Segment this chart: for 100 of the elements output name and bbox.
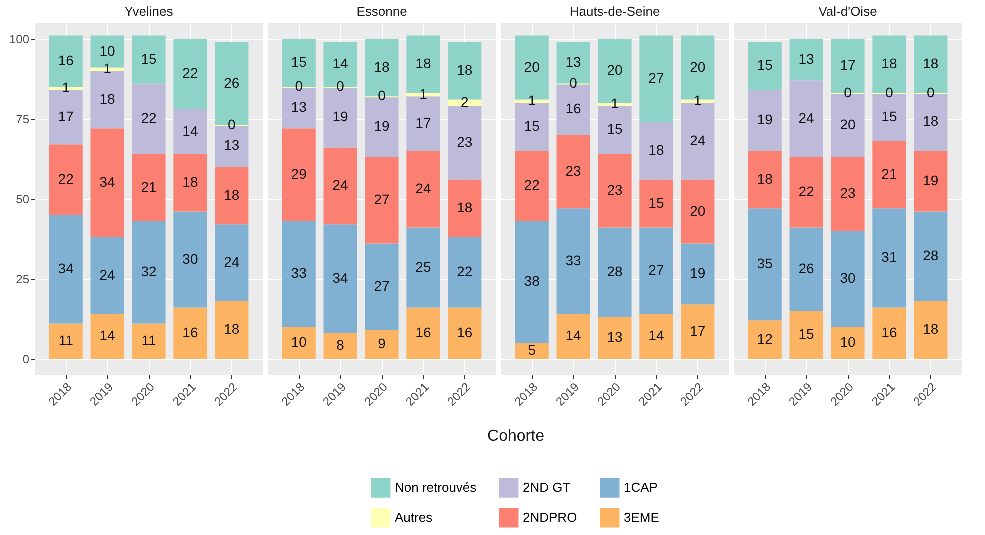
data-label: 27 (374, 278, 390, 294)
data-label: 30 (840, 270, 856, 286)
y-tick-label: 25 (16, 272, 30, 286)
data-label: 22 (58, 170, 74, 187)
data-label: 15 (648, 194, 664, 211)
data-label: 26 (798, 260, 815, 276)
data-label: 33 (291, 265, 308, 282)
data-label: 10 (840, 334, 856, 350)
data-label: 18 (182, 174, 198, 190)
data-label: 16 (58, 52, 74, 68)
data-label: 0 (927, 84, 936, 100)
data-label: 24 (416, 180, 432, 196)
chart-title: Val-d'Oise (818, 4, 878, 19)
data-label: 24 (332, 177, 349, 194)
data-label: 20 (607, 62, 623, 78)
data-label: 18 (923, 321, 939, 338)
data-label: 24 (224, 254, 240, 270)
data-label: 5 (528, 342, 536, 358)
data-label: 18 (648, 142, 664, 158)
data-label: 14 (182, 122, 198, 139)
data-label: 18 (224, 321, 240, 338)
data-label: 18 (374, 58, 390, 75)
data-label: 21 (882, 166, 898, 182)
data-label: 21 (141, 178, 157, 195)
data-label: 12 (757, 330, 774, 347)
data-label: 17 (416, 114, 432, 131)
y-tick-label: 0 (22, 352, 30, 366)
data-label: 15 (141, 50, 157, 67)
data-label: 14 (332, 56, 349, 72)
y-tick-label: 100 (9, 32, 30, 46)
data-label: 23 (607, 182, 623, 198)
data-label: 11 (142, 332, 156, 348)
data-label: 23 (840, 185, 856, 202)
data-label: 18 (757, 170, 774, 187)
legend-label: Non retrouvés (395, 480, 478, 496)
data-label: 27 (648, 262, 664, 278)
data-label: 23 (566, 162, 582, 179)
data-label: 10 (291, 334, 308, 350)
data-label: 20 (690, 58, 706, 75)
data-label: 13 (566, 54, 582, 70)
data-label: 16 (416, 324, 432, 340)
legend-label: 2ND GT (523, 480, 571, 496)
data-label: 20 (690, 202, 706, 219)
data-label: 18 (416, 56, 432, 72)
data-label: 19 (374, 118, 390, 134)
chart-title: Hauts-de-Seine (570, 4, 660, 19)
y-tick-label: 75 (16, 112, 30, 126)
data-label: 38 (524, 273, 540, 290)
data-label: 17 (840, 57, 856, 74)
data-label: 23 (457, 134, 473, 150)
data-label: 14 (648, 328, 664, 344)
data-label: 15 (798, 326, 815, 342)
data-label: 18 (882, 56, 898, 72)
data-label: 18 (224, 186, 240, 203)
data-label: 16 (882, 324, 898, 340)
data-label: 34 (58, 260, 74, 276)
data-label: 27 (648, 70, 664, 86)
data-label: 20 (524, 58, 540, 75)
data-label: 24 (690, 132, 706, 148)
data-label: 13 (607, 329, 623, 346)
data-label: 2 (461, 94, 470, 110)
chart-title: Essonne (356, 4, 408, 19)
data-label: 33 (566, 252, 582, 268)
data-label: 35 (757, 256, 774, 272)
data-label: 16 (566, 100, 582, 116)
data-label: 27 (374, 192, 390, 208)
data-label: 9 (378, 336, 386, 352)
data-label: 15 (757, 57, 774, 74)
data-label: 22 (141, 110, 157, 126)
data-label: 18 (923, 56, 939, 72)
data-label: 1 (62, 80, 70, 96)
data-label: 26 (224, 74, 240, 91)
legend-label: 3EME (624, 510, 660, 525)
data-label: 0 (228, 116, 236, 132)
data-label: 10 (100, 42, 116, 59)
data-label: 15 (524, 118, 540, 134)
legend-label: 1CAP (624, 480, 658, 496)
chart-title: Yvelines (124, 4, 174, 19)
data-label: 34 (100, 174, 116, 190)
y-tick-label: 50 (16, 192, 30, 206)
data-label: 17 (690, 322, 706, 339)
data-label: 15 (607, 121, 623, 138)
data-label: 34 (332, 270, 349, 286)
data-label: 32 (141, 264, 157, 280)
data-label: 31 (882, 249, 898, 266)
data-label: 18 (457, 200, 473, 216)
data-label: 14 (100, 328, 116, 344)
data-label: 19 (690, 265, 706, 282)
data-label: 1 (611, 96, 620, 112)
data-label: 19 (332, 108, 349, 124)
data-label: 30 (182, 250, 198, 267)
data-label: 18 (457, 62, 473, 78)
data-label: 17 (58, 108, 74, 124)
data-label: 13 (291, 98, 308, 115)
data-label: 19 (757, 112, 774, 128)
data-label: 25 (416, 258, 432, 275)
data-label: 22 (524, 177, 540, 194)
data-label: 18 (100, 90, 116, 107)
data-label: 0 (570, 74, 578, 91)
data-label: 28 (923, 248, 939, 264)
